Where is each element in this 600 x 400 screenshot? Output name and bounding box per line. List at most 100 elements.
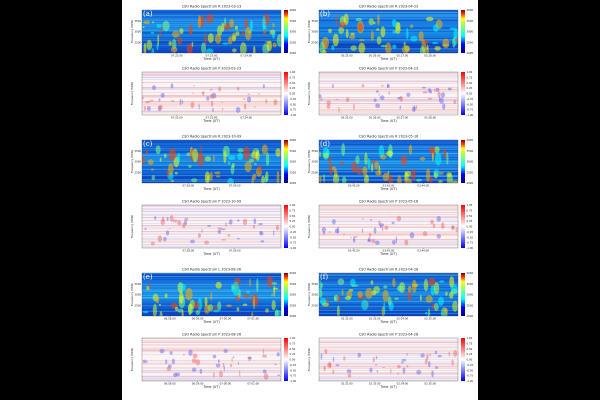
burst <box>172 30 180 38</box>
x-tick-label: 03:43:00 <box>383 249 395 253</box>
feature <box>381 227 384 232</box>
burst <box>163 153 167 159</box>
colorbar <box>461 72 465 115</box>
y-tick-label: 2500 <box>134 303 141 307</box>
feature <box>372 357 375 363</box>
plot-frame <box>141 337 282 382</box>
feature <box>320 97 323 101</box>
feature <box>179 98 182 106</box>
burst <box>397 175 402 183</box>
colorbar-tick-label: 3500 <box>290 282 297 286</box>
panel-label: (f) <box>320 273 328 281</box>
x-axis-label: Time (UT) <box>202 385 220 389</box>
burst <box>204 296 208 307</box>
feature <box>406 364 409 368</box>
burst <box>244 161 252 173</box>
colorbar-tick-label: 0.50 <box>290 214 296 218</box>
feature <box>373 98 377 103</box>
y-tick-label: 2500 <box>134 40 141 44</box>
x-tick-label: 07:22:00 <box>171 54 183 58</box>
burst <box>428 147 436 152</box>
burst <box>251 312 254 316</box>
burst <box>235 31 240 36</box>
burst <box>425 295 433 303</box>
feature <box>353 236 359 238</box>
feature <box>195 359 201 366</box>
burst <box>271 281 278 285</box>
x-tick-label: 02:34:00 <box>397 382 409 386</box>
panel-title: CSO Radio Spectrum P 2023-03-23 <box>182 67 241 71</box>
feature <box>146 106 151 112</box>
colorbar-tick-label: 0.75 <box>290 341 296 345</box>
burst <box>151 48 155 53</box>
colorbar-tick-label: -0.50 <box>467 368 474 372</box>
burst <box>426 44 429 51</box>
plot-area <box>142 140 281 183</box>
burst <box>205 48 214 53</box>
burst <box>142 156 146 165</box>
x-tick-label: 05:25:00 <box>341 54 353 58</box>
y-axis-label: Frequency (MHz) <box>307 82 311 106</box>
burst <box>266 40 272 52</box>
feature <box>265 98 268 104</box>
x-tick-label: 06:59:00 <box>192 382 204 386</box>
panel: CSO Radio Spectrum P 2023-05-16 1.000.75 0… <box>307 200 474 257</box>
burst <box>396 285 404 292</box>
plot-frame <box>141 272 282 317</box>
burst <box>177 308 184 313</box>
burst <box>145 149 148 155</box>
x-axis-label: Time (UT) <box>379 187 397 191</box>
feature <box>421 86 426 89</box>
feature <box>368 232 372 238</box>
feature <box>436 234 441 239</box>
burst <box>249 19 253 32</box>
feature <box>262 348 265 355</box>
feature <box>258 93 260 96</box>
plot-frame <box>141 204 282 249</box>
feature <box>150 241 155 246</box>
colorbar-tick-label: -0.25 <box>467 97 474 101</box>
colorbar-tick-label: 0.00 <box>467 92 473 96</box>
x-tick-label: 02:32:00 <box>341 382 353 386</box>
burst <box>452 300 458 312</box>
feature <box>193 84 195 87</box>
colorbar-tick-label: -0.50 <box>290 102 297 106</box>
colorbar-tick-label: -1.00 <box>290 113 297 117</box>
burst <box>159 157 162 163</box>
y-tick-label: 3000 <box>134 30 141 34</box>
colorbar-tick-label: 0.50 <box>290 81 296 85</box>
panel-label: (b) <box>320 10 330 18</box>
feature <box>210 100 214 107</box>
feature <box>402 367 406 374</box>
burst <box>335 14 338 27</box>
feature <box>326 104 331 109</box>
colorbar-tick-label: 0.75 <box>290 208 296 212</box>
feature <box>328 231 332 233</box>
feature <box>274 363 277 365</box>
feature <box>177 219 182 226</box>
x-axis-label: Time (UT) <box>379 119 397 123</box>
feature <box>438 96 441 101</box>
feature <box>232 356 235 359</box>
burst <box>351 284 359 287</box>
feature <box>406 353 408 356</box>
burst <box>386 150 394 157</box>
feature <box>221 228 226 231</box>
feature <box>427 97 433 100</box>
x-tick-label: 07:29:00 <box>229 184 241 188</box>
feature <box>168 228 171 230</box>
burst <box>357 23 363 32</box>
feature <box>227 233 231 237</box>
burst <box>159 311 163 316</box>
x-axis-label: Time (UT) <box>379 320 397 324</box>
panel: CSO Radio Spectrum R 2023-05-16 (d) 4000 35… <box>307 135 473 192</box>
y-axis-label: Frequency (MHz) <box>130 20 134 44</box>
feature <box>183 353 185 356</box>
colorbar <box>461 273 465 316</box>
burst <box>231 283 234 292</box>
y-axis-label: Frequency (MHz) <box>307 20 311 44</box>
burst <box>197 153 204 167</box>
burst <box>392 277 396 288</box>
feature <box>207 225 211 227</box>
colorbar-tick-label: 0.00 <box>290 358 296 362</box>
